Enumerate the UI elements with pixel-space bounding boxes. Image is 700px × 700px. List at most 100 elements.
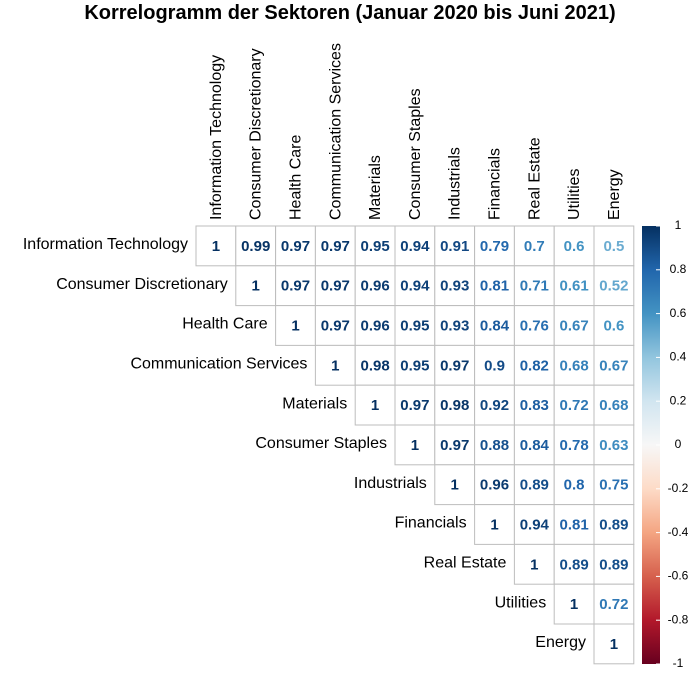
- data-label: 0.52: [599, 278, 628, 295]
- data-label: 1: [252, 278, 260, 295]
- matrix-cell: [593, 543, 635, 585]
- row-label: Utilities: [495, 594, 547, 611]
- matrix-cell: [474, 225, 515, 267]
- matrix-cell: [434, 464, 476, 506]
- data-label: 0.97: [321, 317, 350, 334]
- data-label: 0.96: [360, 317, 389, 334]
- data-label: 0.93: [440, 278, 469, 295]
- row-label: Energy: [535, 634, 586, 651]
- data-label: 0.91: [440, 238, 469, 255]
- data-label: 0.6: [603, 317, 624, 334]
- matrix-cell: [434, 384, 476, 426]
- matrix-cell: [513, 464, 555, 506]
- data-label: 0.95: [360, 238, 389, 255]
- data-label: 0.8: [564, 477, 585, 494]
- row-label: Financials: [395, 515, 467, 532]
- column-label: Consumer Discretionary: [248, 48, 265, 220]
- data-label: 0.98: [360, 357, 389, 374]
- row-label: Materials: [282, 395, 347, 412]
- row-label: Communication Services: [130, 356, 307, 373]
- data-label: 0.5: [603, 238, 624, 255]
- matrix-cell: [513, 265, 555, 307]
- colorbar-tick-label: 0: [675, 437, 682, 451]
- column-label: Utilities: [566, 168, 583, 220]
- data-label: 0.89: [599, 516, 628, 533]
- data-label: 1: [530, 556, 538, 573]
- matrix-cell: [354, 265, 396, 307]
- column-label: Consumer Staples: [407, 88, 424, 220]
- matrix-cell: [394, 225, 436, 267]
- matrix-cell: [593, 464, 635, 506]
- matrix-cell: [593, 384, 635, 426]
- data-label: 0.99: [241, 238, 270, 255]
- column-label: Materials: [367, 155, 384, 220]
- data-label: 0.72: [599, 596, 628, 613]
- data-label: 0.81: [480, 278, 509, 295]
- data-label: 0.68: [599, 397, 628, 414]
- data-label: 0.88: [480, 437, 509, 454]
- matrix-cell: [553, 543, 595, 585]
- matrix-cell: [235, 265, 277, 307]
- matrix-cell: [553, 305, 595, 346]
- data-label: 0.78: [559, 437, 588, 454]
- colorbar-tick-label: 0.8: [670, 262, 687, 276]
- matrix-cell: [513, 384, 555, 426]
- matrix-cell: [354, 384, 396, 426]
- data-label: 0.97: [440, 437, 469, 454]
- data-label: 0.83: [520, 397, 549, 414]
- data-label: 0.6: [564, 238, 585, 255]
- data-label: 0.94: [520, 516, 550, 533]
- row-label: Industrials: [354, 475, 427, 492]
- data-label: 0.84: [480, 317, 510, 334]
- data-label: 1: [411, 437, 419, 454]
- data-label: 0.94: [400, 278, 430, 295]
- column-label: Financials: [487, 148, 504, 220]
- matrix-cell: [513, 225, 555, 267]
- data-label: 0.89: [520, 477, 549, 494]
- matrix-cell: [553, 344, 595, 386]
- data-label: 0.81: [559, 516, 588, 533]
- matrix-cell: [434, 344, 476, 386]
- data-label: 0.67: [599, 357, 628, 374]
- data-label: 0.84: [520, 437, 550, 454]
- matrix-cell: [354, 305, 396, 346]
- column-label: Industrials: [447, 147, 464, 220]
- colorbar-tick-label: -0.8: [668, 612, 689, 626]
- data-label: 0.95: [400, 357, 429, 374]
- matrix-cell: [553, 384, 595, 426]
- data-label: 0.96: [480, 477, 509, 494]
- matrix-cell: [593, 424, 635, 466]
- matrix-cell: [314, 265, 356, 307]
- data-label: 0.67: [559, 317, 588, 334]
- colorbar-tick-label: 0.6: [670, 306, 687, 320]
- row-label: Information Technology: [23, 236, 188, 253]
- matrix-cell: [275, 265, 316, 307]
- data-label: 0.79: [480, 238, 509, 255]
- matrix-cell: [394, 424, 436, 466]
- data-label: 0.75: [599, 477, 628, 494]
- data-label: 0.61: [559, 278, 588, 295]
- data-label: 1: [570, 596, 578, 613]
- data-label: 1: [291, 317, 299, 334]
- matrix-cell: [593, 623, 635, 665]
- matrix-cell: [314, 344, 356, 386]
- data-label: 0.82: [520, 357, 549, 374]
- data-label: 0.98: [440, 397, 469, 414]
- data-label: 1: [331, 357, 339, 374]
- data-label: 0.89: [599, 556, 628, 573]
- matrix-cell: [553, 504, 595, 545]
- column-label: Energy: [606, 169, 623, 220]
- colorbar-tick-label: -1: [673, 656, 684, 670]
- column-label: Health Care: [288, 135, 305, 220]
- matrix-cell: [474, 464, 515, 506]
- matrix-cell: [394, 344, 436, 386]
- matrix-cell: [593, 504, 635, 545]
- row-label: Health Care: [182, 316, 267, 333]
- data-label: 1: [212, 238, 220, 255]
- row-label: Real Estate: [424, 555, 507, 572]
- data-label: 0.96: [360, 278, 389, 295]
- data-label: 0.93: [440, 317, 469, 334]
- matrix-cell: [474, 424, 515, 466]
- data-label: 0.95: [400, 317, 429, 334]
